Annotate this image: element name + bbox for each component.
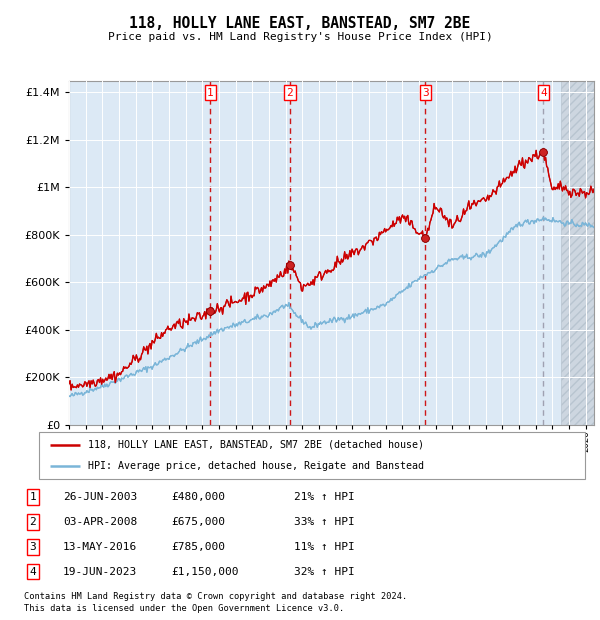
Text: 26-JUN-2003: 26-JUN-2003	[63, 492, 137, 502]
Text: Contains HM Land Registry data © Crown copyright and database right 2024.: Contains HM Land Registry data © Crown c…	[24, 592, 407, 601]
Text: 21% ↑ HPI: 21% ↑ HPI	[294, 492, 355, 502]
Text: 1: 1	[207, 87, 214, 98]
Text: 11% ↑ HPI: 11% ↑ HPI	[294, 542, 355, 552]
Text: £1,150,000: £1,150,000	[171, 567, 238, 577]
Text: £785,000: £785,000	[171, 542, 225, 552]
Text: 1: 1	[29, 492, 37, 502]
Text: Price paid vs. HM Land Registry's House Price Index (HPI): Price paid vs. HM Land Registry's House …	[107, 32, 493, 42]
Text: 32% ↑ HPI: 32% ↑ HPI	[294, 567, 355, 577]
Text: 4: 4	[29, 567, 37, 577]
Text: 118, HOLLY LANE EAST, BANSTEAD, SM7 2BE (detached house): 118, HOLLY LANE EAST, BANSTEAD, SM7 2BE …	[88, 440, 424, 450]
Text: £480,000: £480,000	[171, 492, 225, 502]
Text: 33% ↑ HPI: 33% ↑ HPI	[294, 517, 355, 527]
Text: This data is licensed under the Open Government Licence v3.0.: This data is licensed under the Open Gov…	[24, 604, 344, 613]
Text: 2: 2	[287, 87, 293, 98]
Text: 03-APR-2008: 03-APR-2008	[63, 517, 137, 527]
Text: 19-JUN-2023: 19-JUN-2023	[63, 567, 137, 577]
Bar	[67, 81, 560, 425]
Text: 3: 3	[29, 542, 37, 552]
Bar	[560, 81, 596, 425]
Text: £675,000: £675,000	[171, 517, 225, 527]
Text: 4: 4	[540, 87, 547, 98]
Text: 3: 3	[422, 87, 428, 98]
Text: 118, HOLLY LANE EAST, BANSTEAD, SM7 2BE: 118, HOLLY LANE EAST, BANSTEAD, SM7 2BE	[130, 16, 470, 30]
Text: 2: 2	[29, 517, 37, 527]
Text: 13-MAY-2016: 13-MAY-2016	[63, 542, 137, 552]
Text: HPI: Average price, detached house, Reigate and Banstead: HPI: Average price, detached house, Reig…	[88, 461, 424, 471]
